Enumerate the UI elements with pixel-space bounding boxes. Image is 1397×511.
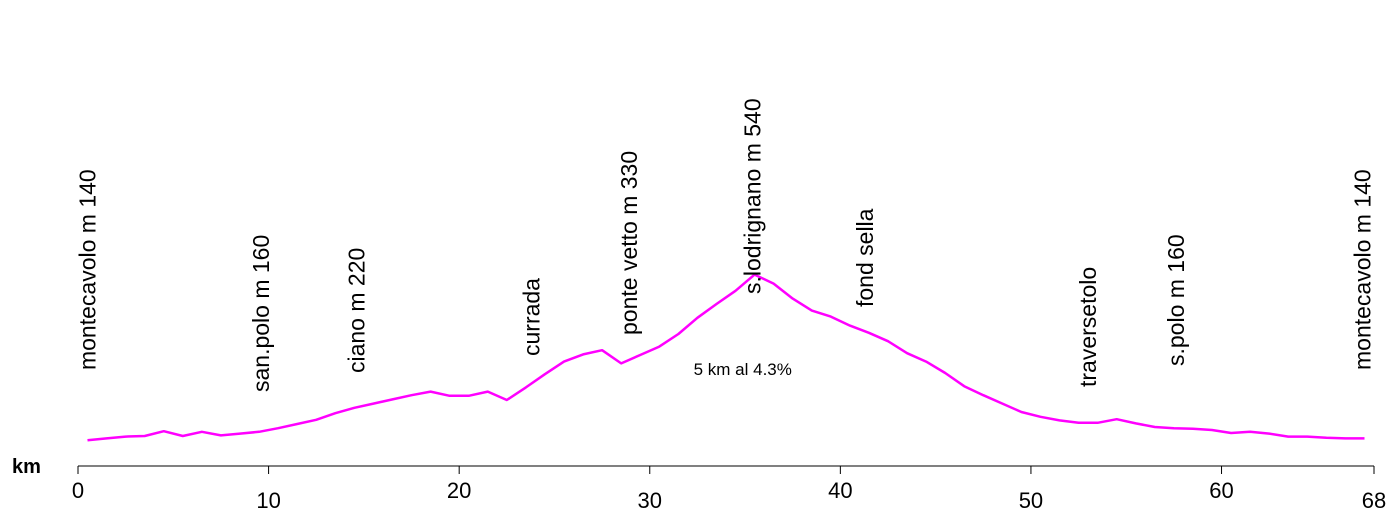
waypoint-label: ciano m 220: [343, 248, 369, 373]
waypoint-label: ponte vetto m 330: [616, 151, 642, 335]
waypoint-label: montecavolo m 140: [75, 169, 101, 370]
x-tick-label: 30: [638, 488, 662, 511]
x-tick-label: 60: [1209, 478, 1233, 503]
x-tick-label: 0: [72, 478, 84, 503]
x-tick-label: 20: [447, 478, 471, 503]
x-axis: km: [12, 456, 1374, 478]
x-tick-label: 10: [256, 488, 280, 511]
waypoint-label: fond sella: [852, 208, 878, 307]
gradient-annotation: 5 km al 4.3%: [694, 360, 792, 379]
waypoint-label: traversetolo: [1075, 267, 1101, 387]
waypoint-label: s.polo m 160: [1163, 234, 1189, 366]
waypoint-label: s.lodrignano m 540: [740, 98, 766, 294]
waypoint-label: montecavolo m 140: [1350, 169, 1376, 370]
x-tick-label: 68: [1362, 488, 1386, 511]
elevation-profile-line: [87, 273, 1365, 442]
waypoint-label: currada: [519, 278, 545, 356]
x-tick-label: 40: [828, 478, 852, 503]
x-tick-label: 50: [1019, 488, 1043, 511]
profile-line-group: [87, 273, 1365, 442]
x-axis-title: km: [12, 456, 41, 478]
waypoint-labels: montecavolo m 140 san.polo m 160 ciano m 2…: [75, 98, 1376, 392]
waypoint-label: san.polo m 160: [248, 235, 274, 392]
x-axis-ticks: 0 10 20 30 40 50 60 68: [72, 466, 1386, 511]
